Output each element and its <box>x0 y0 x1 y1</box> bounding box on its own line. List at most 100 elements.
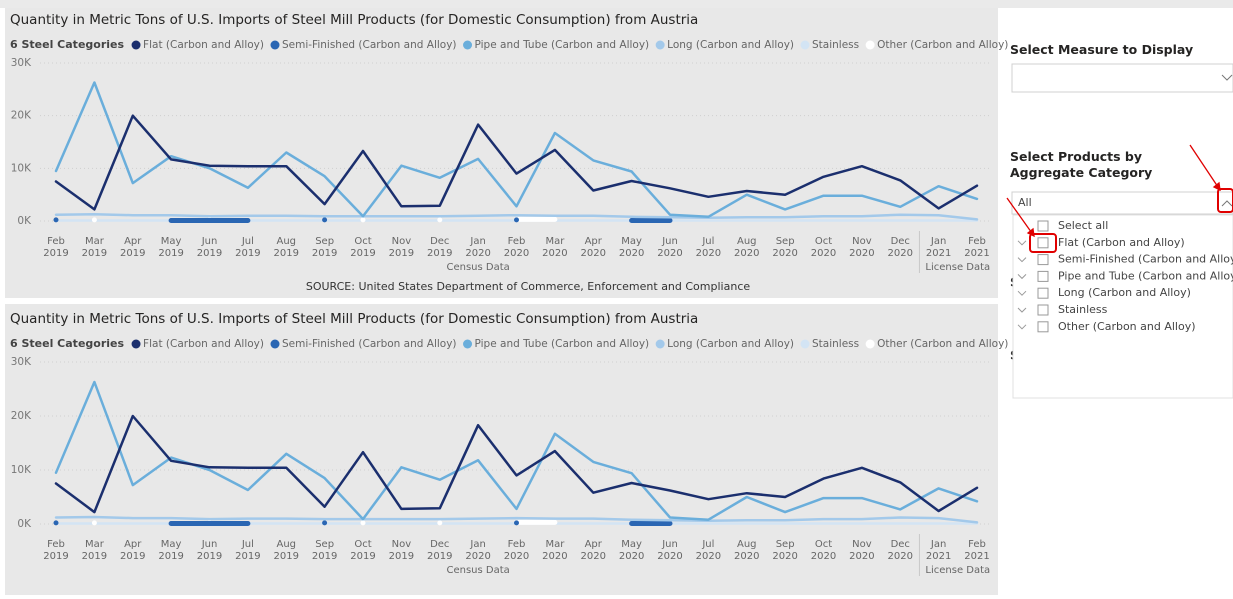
checkbox[interactable] <box>1037 220 1049 232</box>
expand-chevron[interactable] <box>1017 274 1027 280</box>
x-tick-label: Apr 2019 <box>120 539 145 562</box>
expand-chevron[interactable] <box>1017 324 1027 330</box>
expand-chevron[interactable] <box>1017 240 1027 246</box>
legend-marker <box>800 40 810 50</box>
legend-label: Other (Carbon and Alloy) <box>877 39 1008 51</box>
legend-label: Long (Carbon and Alloy) <box>667 39 794 51</box>
series-line <box>54 114 979 211</box>
x-tick-label: Oct 2019 <box>350 539 375 562</box>
chevron <box>1221 200 1233 207</box>
slicer-title: Select Measure to Display <box>1010 42 1194 57</box>
checkbox[interactable] <box>1037 237 1049 249</box>
x-tick-label: May 2019 <box>158 236 183 259</box>
legend-label: Flat (Carbon and Alloy) <box>143 338 264 350</box>
x-tick-label: Dec 2019 <box>427 539 452 562</box>
x-tick-label: Jun 2019 <box>197 539 222 562</box>
x-tick-label: Feb 2021 <box>964 539 989 562</box>
legend-label: Flat (Carbon and Alloy) <box>143 39 264 51</box>
slicer-item[interactable]: Semi-Finished (Carbon and Alloy) <box>1058 253 1233 266</box>
slicer-item[interactable]: Stainless <box>1058 303 1108 316</box>
x-tick-label: Feb 2020 <box>504 539 529 562</box>
series-line <box>54 414 979 514</box>
x-tick-label: Jul 2020 <box>696 539 721 562</box>
x-tick-label: Dec 2020 <box>888 539 913 562</box>
x-group-label: License Data <box>925 565 990 576</box>
x-tick-label: Nov 2020 <box>849 236 874 259</box>
checkbox[interactable] <box>1037 270 1049 282</box>
checkbox[interactable] <box>1037 321 1049 333</box>
legend-label: Long (Carbon and Alloy) <box>667 338 794 350</box>
slicer-item[interactable]: Other (Carbon and Alloy) <box>1058 320 1196 333</box>
annotation <box>1217 188 1233 213</box>
legend-marker <box>800 339 810 349</box>
y-tick-label: 10K <box>11 162 32 174</box>
annotation <box>1212 181 1221 192</box>
expand-chevron[interactable] <box>1017 290 1027 296</box>
x-tick-label: Jan 2020 <box>465 539 490 562</box>
legend-label: Pipe and Tube (Carbon and Alloy) <box>475 338 650 350</box>
x-tick-label: Oct 2019 <box>350 236 375 259</box>
x-tick-label: Jun 2019 <box>197 236 222 259</box>
legend-marker <box>270 339 280 349</box>
expand-chevron[interactable] <box>1017 257 1027 263</box>
legend-label: Stainless <box>812 338 859 350</box>
x-tick-label: Feb 2019 <box>43 539 68 562</box>
legend-marker <box>655 339 665 349</box>
series-line <box>54 81 979 219</box>
x-tick-label: May 2020 <box>619 236 644 259</box>
dropdown[interactable] <box>1011 63 1233 93</box>
series-line <box>54 212 979 221</box>
legend-marker <box>655 40 665 50</box>
x-tick-label: May 2020 <box>619 539 644 562</box>
x-tick-label: Jan 2021 <box>926 236 951 259</box>
x-tick-label: Jun 2020 <box>657 539 682 562</box>
x-tick-label: Aug 2020 <box>734 236 759 259</box>
x-tick-label: Sep 2020 <box>772 236 797 259</box>
legend-label: Other (Carbon and Alloy) <box>877 338 1008 350</box>
series-line <box>53 217 673 223</box>
x-tick-label: May 2019 <box>158 539 183 562</box>
checkbox[interactable] <box>1037 254 1049 266</box>
x-tick-label: Mar 2020 <box>542 236 567 259</box>
annotation <box>1026 227 1035 238</box>
slicer-title: Select Products by Aggregate Category <box>1010 149 1153 180</box>
annotation <box>1006 197 1035 237</box>
slicer-item[interactable]: Flat (Carbon and Alloy) <box>1058 236 1185 249</box>
expand-chevron[interactable] <box>1017 307 1027 313</box>
x-group-label: Census Data <box>446 262 509 273</box>
x-tick-label: Mar 2019 <box>82 236 107 259</box>
x-tick-label: Sep 2020 <box>772 539 797 562</box>
x-tick-label: Dec 2020 <box>888 236 913 259</box>
x-tick-label: Oct 2020 <box>811 539 836 562</box>
legend-marker <box>131 40 141 50</box>
legend-marker <box>865 40 875 50</box>
x-tick-label: Sep 2019 <box>312 539 337 562</box>
x-tick-label: Jul 2019 <box>235 236 260 259</box>
x-tick-label: Mar 2019 <box>82 539 107 562</box>
canvas-strip <box>0 0 1233 8</box>
x-tick-label: Oct 2020 <box>811 236 836 259</box>
legend-marker <box>131 339 141 349</box>
chevron <box>1221 74 1233 81</box>
chart-title: Quantity in Metric Tons of U.S. Imports … <box>10 311 698 327</box>
y-tick-label: 20K <box>11 410 32 422</box>
slicer-item[interactable]: Long (Carbon and Alloy) <box>1058 286 1191 299</box>
slicer-item[interactable]: Pipe and Tube (Carbon and Alloy) <box>1058 269 1233 282</box>
dropdown-value: All <box>1018 196 1032 209</box>
x-tick-label: Apr 2020 <box>581 236 606 259</box>
legend-label: Pipe and Tube (Carbon and Alloy) <box>475 39 650 51</box>
annotation <box>1029 233 1057 253</box>
x-tick-label: Mar 2020 <box>542 539 567 562</box>
annotation <box>1189 144 1221 191</box>
y-tick-label: 30K <box>11 57 32 69</box>
x-tick-label: Nov 2020 <box>849 539 874 562</box>
slicer-item[interactable]: Select all <box>1058 219 1108 232</box>
checkbox[interactable] <box>1037 287 1049 299</box>
checkbox[interactable] <box>1037 304 1049 316</box>
x-tick-label: Aug 2019 <box>274 236 299 259</box>
dropdown[interactable] <box>1011 191 1233 215</box>
legend-title: 6 Steel Categories <box>10 337 124 350</box>
x-group-label: Census Data <box>446 565 509 576</box>
